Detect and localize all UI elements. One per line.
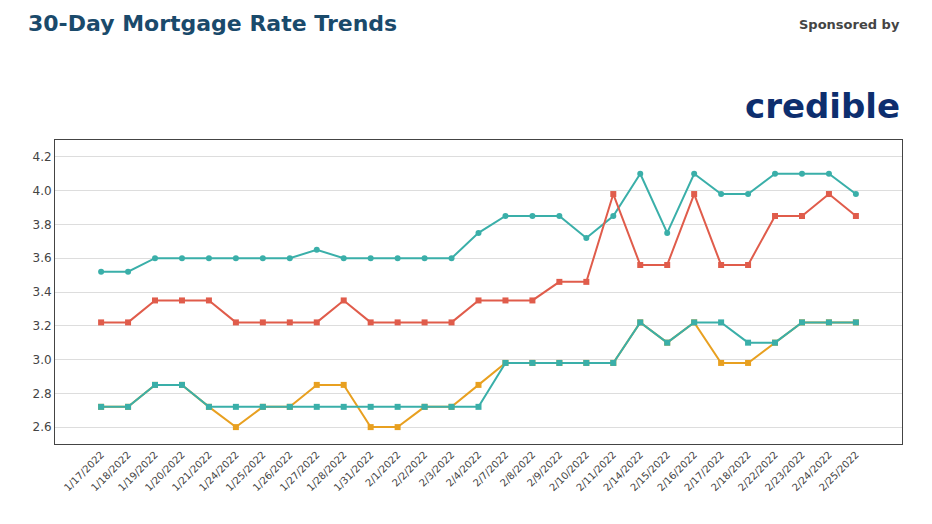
svg-text:2/2/2022: 2/2/2022 bbox=[390, 449, 430, 489]
svg-text:2/7/2022: 2/7/2022 bbox=[471, 449, 511, 489]
svg-text:1/18/2022: 1/18/2022 bbox=[89, 449, 133, 493]
svg-text:2/11/2022: 2/11/2022 bbox=[574, 449, 618, 493]
svg-text:1/27/2022: 1/27/2022 bbox=[278, 449, 322, 493]
svg-text:1/28/2022: 1/28/2022 bbox=[305, 449, 349, 493]
svg-text:1/20/2022: 1/20/2022 bbox=[143, 449, 187, 493]
svg-text:2/4/2022: 2/4/2022 bbox=[444, 449, 484, 489]
svg-text:3.0: 3.0 bbox=[33, 353, 52, 367]
svg-text:credible: credible bbox=[745, 86, 900, 126]
svg-text:4.0: 4.0 bbox=[33, 184, 52, 198]
svg-text:2.6: 2.6 bbox=[33, 420, 52, 434]
svg-text:3.2: 3.2 bbox=[33, 319, 52, 333]
svg-text:2/25/2022: 2/25/2022 bbox=[817, 449, 861, 493]
svg-text:1/26/2022: 1/26/2022 bbox=[251, 449, 295, 493]
svg-text:1/21/2022: 1/21/2022 bbox=[170, 449, 214, 493]
svg-text:1/24/2022: 1/24/2022 bbox=[197, 449, 241, 493]
svg-text:1/19/2022: 1/19/2022 bbox=[116, 449, 160, 493]
svg-text:2/16/2022: 2/16/2022 bbox=[655, 449, 699, 493]
svg-text:2/1/2022: 2/1/2022 bbox=[363, 449, 403, 489]
svg-text:2/24/2022: 2/24/2022 bbox=[790, 449, 834, 493]
svg-text:2/8/2022: 2/8/2022 bbox=[498, 449, 538, 489]
svg-text:2/10/2022: 2/10/2022 bbox=[547, 449, 591, 493]
svg-text:3.8: 3.8 bbox=[33, 218, 52, 232]
svg-text:1/25/2022: 1/25/2022 bbox=[224, 449, 268, 493]
svg-text:4.2: 4.2 bbox=[33, 150, 52, 164]
svg-text:2/22/2022: 2/22/2022 bbox=[736, 449, 780, 493]
svg-text:Sponsored by: Sponsored by bbox=[799, 17, 900, 32]
svg-text:1/17/2022: 1/17/2022 bbox=[62, 449, 106, 493]
svg-text:1/31/2022: 1/31/2022 bbox=[332, 449, 376, 493]
svg-text:3.6: 3.6 bbox=[33, 251, 52, 265]
svg-text:2/23/2022: 2/23/2022 bbox=[763, 449, 807, 493]
svg-text:2/15/2022: 2/15/2022 bbox=[628, 449, 672, 493]
svg-text:2/14/2022: 2/14/2022 bbox=[601, 449, 645, 493]
svg-text:30-Day Mortgage Rate Trends: 30-Day Mortgage Rate Trends bbox=[28, 11, 397, 36]
svg-text:2/3/2022: 2/3/2022 bbox=[417, 449, 457, 489]
svg-text:2/17/2022: 2/17/2022 bbox=[682, 449, 726, 493]
svg-text:2/18/2022: 2/18/2022 bbox=[709, 449, 753, 493]
svg-text:3.4: 3.4 bbox=[33, 285, 52, 299]
svg-text:2/9/2022: 2/9/2022 bbox=[525, 449, 565, 489]
svg-text:2.8: 2.8 bbox=[33, 387, 52, 401]
